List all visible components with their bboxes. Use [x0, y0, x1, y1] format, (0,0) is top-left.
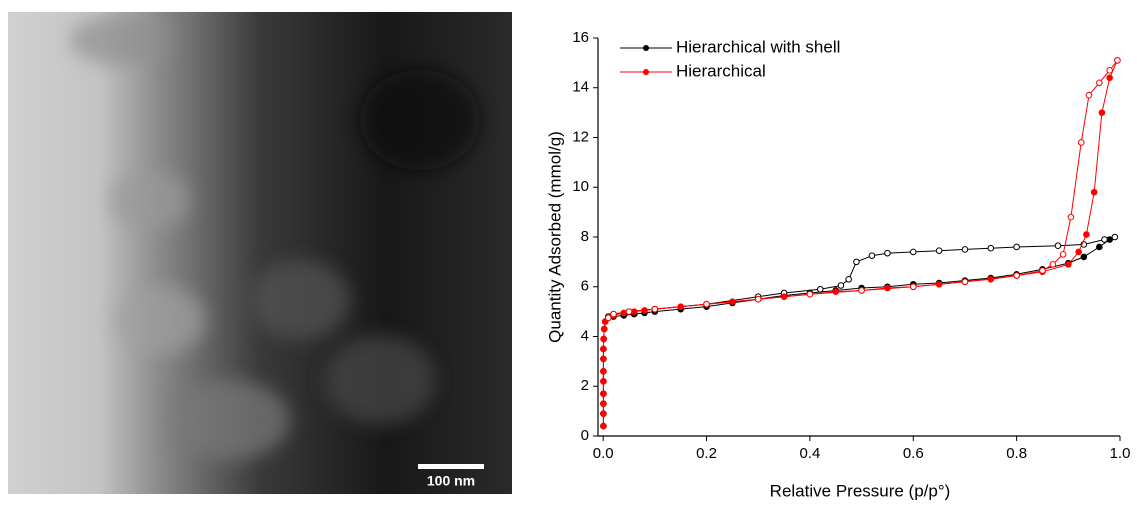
- adsorption-point: [600, 400, 607, 407]
- x-tick-label: 0.2: [696, 445, 717, 462]
- desorption-point: [703, 300, 710, 308]
- desorption-line: [608, 236, 1115, 318]
- desorption-point: [1013, 243, 1020, 251]
- desorption-point: [754, 295, 762, 303]
- legend-marker: [643, 45, 649, 51]
- adsorption-line: [602, 60, 1118, 427]
- y-tick-label: 12: [572, 128, 589, 145]
- desorption-point: [1096, 79, 1103, 87]
- desorption-point: [909, 283, 917, 291]
- y-tick-label: 8: [581, 228, 589, 245]
- desorption-point: [1039, 267, 1046, 274]
- legend-marker: [643, 69, 649, 75]
- desorption-point: [605, 314, 612, 322]
- adsorption-point: [1090, 188, 1098, 196]
- desorption-point: [1077, 139, 1085, 146]
- adsorption-point: [600, 335, 607, 343]
- desorption-point: [884, 249, 891, 257]
- tem-image: 100 nm: [8, 12, 512, 494]
- desorption-point: [651, 305, 659, 313]
- y-tick-label: 4: [581, 327, 589, 344]
- desorption-point: [1067, 213, 1075, 221]
- adsorption-point: [600, 355, 607, 363]
- desorption-point: [1049, 261, 1057, 268]
- desorption-point: [816, 285, 824, 293]
- desorption-point: [868, 252, 876, 259]
- y-tick-label: 16: [572, 29, 589, 46]
- y-axis-title: Quantity Adsorbed (mmol/g): [545, 131, 564, 343]
- desorption-line: [608, 60, 1118, 319]
- desorption-point: [961, 278, 969, 286]
- desorption-point: [909, 248, 917, 256]
- adsorption-point: [600, 345, 607, 353]
- desorption-point: [1106, 67, 1113, 74]
- legend-label: Hierarchical: [676, 61, 766, 80]
- desorption-point: [1114, 57, 1121, 64]
- desorption-point: [1085, 91, 1093, 99]
- y-tick-label: 0: [581, 427, 589, 444]
- y-tick-label: 10: [572, 178, 589, 195]
- desorption-point: [625, 308, 633, 315]
- y-tick-label: 2: [581, 377, 589, 394]
- x-axis-title: Relative Pressure (p/p°): [770, 481, 951, 500]
- adsorption-point: [1096, 243, 1103, 251]
- adsorption-point: [600, 390, 607, 398]
- adsorption-point: [1106, 74, 1113, 82]
- desorption-point: [845, 275, 852, 283]
- desorption-point: [837, 282, 845, 289]
- adsorption-point: [1075, 248, 1082, 256]
- desorption-point: [1111, 233, 1119, 241]
- adsorption-point: [600, 377, 607, 385]
- desorption-point: [610, 310, 617, 318]
- desorption-point: [987, 244, 995, 252]
- desorption-point: [1054, 242, 1062, 250]
- desorption-point: [806, 290, 814, 298]
- adsorption-point: [1083, 231, 1090, 238]
- adsorption-point: [600, 325, 608, 333]
- adsorption-point: [1098, 109, 1106, 116]
- desorption-point: [853, 258, 860, 266]
- adsorption-point: [1080, 253, 1088, 261]
- desorption-point: [1013, 272, 1020, 279]
- adsorption-point: [600, 422, 607, 430]
- legend-label: Hierarchical with shell: [676, 37, 840, 56]
- scale-bar-label: 100 nm: [427, 473, 475, 489]
- desorption-point: [1101, 236, 1108, 243]
- x-tick-label: 0.4: [799, 445, 820, 462]
- x-tick-label: 0.8: [1006, 445, 1027, 462]
- desorption-point: [935, 247, 943, 254]
- x-tick-label: 1.0: [1110, 445, 1131, 462]
- x-tick-label: 0.6: [903, 445, 924, 462]
- y-tick-label: 6: [581, 278, 589, 295]
- adsorption-point: [884, 284, 891, 292]
- x-tick-label: 0.0: [593, 445, 614, 462]
- y-tick-label: 14: [572, 79, 589, 96]
- desorption-point: [1059, 251, 1067, 258]
- adsorption-point: [1065, 261, 1072, 268]
- desorption-point: [858, 287, 865, 294]
- adsorption-point: [600, 410, 607, 417]
- adsorption-point: [600, 368, 607, 375]
- desorption-point: [961, 246, 969, 253]
- adsorption-line: [602, 239, 1110, 427]
